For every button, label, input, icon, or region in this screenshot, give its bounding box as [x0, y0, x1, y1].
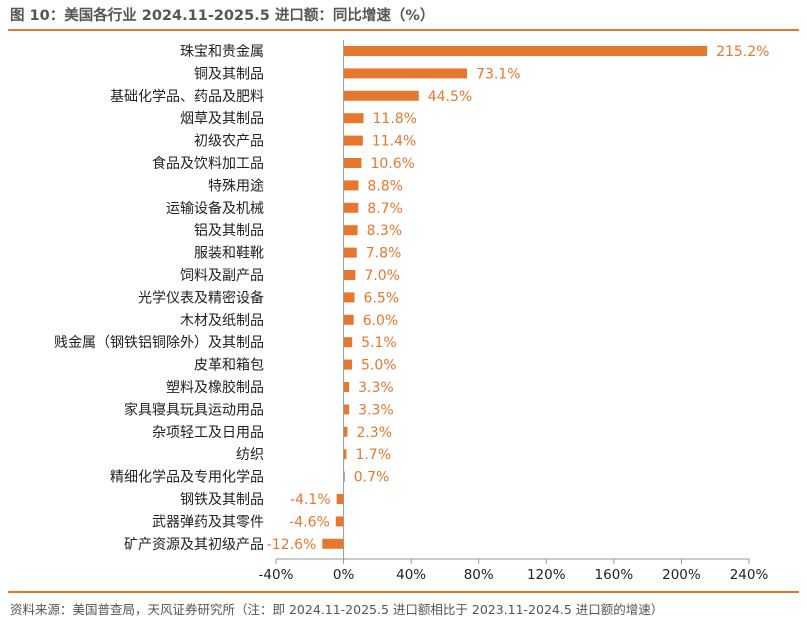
bar — [343, 247, 357, 258]
x-tick-label: 200% — [662, 567, 701, 583]
bar — [343, 404, 350, 415]
x-tick-label: 120% — [527, 567, 566, 583]
category-label: 塑料及橡胶制品 — [166, 379, 264, 396]
data-label: 10.6% — [370, 156, 414, 172]
x-tick-label: 240% — [730, 567, 769, 583]
bar — [343, 359, 353, 370]
category-label: 纺织 — [236, 447, 264, 463]
data-label: 215.2% — [716, 44, 769, 60]
category-label: 皮革和箱包 — [194, 358, 264, 374]
category-label: 矿产资源及其初级产品 — [124, 536, 264, 553]
bar — [343, 426, 348, 437]
category-label: 服装和鞋靴 — [194, 246, 264, 262]
bar — [343, 202, 359, 213]
category-label: 铝及其制品 — [194, 223, 264, 239]
bar — [343, 68, 468, 79]
category-label: 钢铁及其制品 — [180, 492, 264, 508]
category-label: 铜及其制品 — [194, 66, 264, 82]
x-tick-label: 160% — [595, 567, 634, 583]
data-label: 3.3% — [358, 380, 394, 396]
data-label: 7.0% — [364, 268, 400, 284]
bar — [343, 180, 359, 191]
data-label: 7.8% — [366, 246, 402, 262]
category-label: 杂项轻工及日用品 — [152, 425, 264, 441]
bar — [343, 471, 345, 482]
bar — [336, 494, 344, 504]
data-label: 1.7% — [355, 447, 391, 463]
data-label: 8.3% — [367, 223, 403, 239]
category-label: 贱金属（钢铁铝铜除外）及其制品 — [54, 335, 264, 351]
source-note: 资料来源：美国普查局，天风证券研究所（注：即 2024.11-2025.5 进口… — [10, 602, 664, 617]
x-tick-label: 80% — [464, 567, 494, 583]
data-label: 44.5% — [428, 89, 472, 105]
bar — [343, 158, 362, 168]
category-label: 食品及饮料加工品 — [152, 155, 264, 172]
category-label: 家具寝具玩具运动用品 — [124, 401, 264, 418]
data-label: 8.7% — [367, 201, 403, 217]
bar — [335, 516, 344, 527]
bar — [343, 46, 708, 56]
category-label: 运输设备及机械 — [166, 200, 264, 217]
bar — [343, 113, 364, 124]
category-label: 烟草及其制品 — [180, 111, 264, 127]
top-rule — [8, 29, 799, 31]
data-label: 3.3% — [358, 402, 394, 418]
bar — [343, 135, 363, 146]
category-label: 特殊用途 — [208, 177, 264, 194]
data-label: 73.1% — [476, 66, 520, 82]
category-label: 武器弹药及其零件 — [152, 514, 264, 530]
bottom-rule — [8, 591, 799, 593]
bar — [343, 292, 355, 303]
data-label: 2.3% — [356, 425, 392, 441]
bar — [343, 314, 354, 325]
bar — [343, 225, 358, 236]
category-label: 基础化学品、药品及肥料 — [110, 88, 264, 105]
x-tick-label: 0% — [333, 567, 355, 583]
data-label: 5.1% — [361, 335, 397, 351]
bar — [343, 337, 353, 348]
data-label: 8.8% — [367, 178, 403, 194]
data-label: 11.4% — [372, 134, 416, 150]
chart-title: 图 10：美国各行业 2024.11-2025.5 进口额：同比增速（%） — [10, 8, 435, 24]
category-label: 光学仪表及精密设备 — [138, 289, 264, 306]
data-label: -4.1% — [290, 492, 331, 508]
category-label: 木材及纸制品 — [180, 313, 264, 329]
category-label: 精细化学品及专用化学品 — [110, 470, 264, 486]
data-label: 11.8% — [373, 111, 417, 127]
data-label: -4.6% — [289, 514, 330, 530]
data-label: 6.0% — [363, 313, 399, 329]
category-label: 饲料及副产品 — [180, 268, 264, 284]
category-label: 初级农产品 — [194, 133, 264, 150]
x-tick-label: -40% — [259, 567, 294, 583]
bar — [343, 449, 347, 460]
data-label: 6.5% — [364, 290, 400, 306]
bar — [322, 538, 344, 549]
data-label: -12.6% — [267, 537, 317, 553]
bar — [343, 270, 356, 280]
x-tick-label: 40% — [396, 567, 426, 583]
data-label: 5.0% — [361, 358, 397, 374]
bar — [343, 90, 419, 101]
category-label: 珠宝和贵金属 — [180, 44, 264, 60]
data-label: 0.7% — [354, 470, 390, 486]
bar — [343, 382, 350, 392]
